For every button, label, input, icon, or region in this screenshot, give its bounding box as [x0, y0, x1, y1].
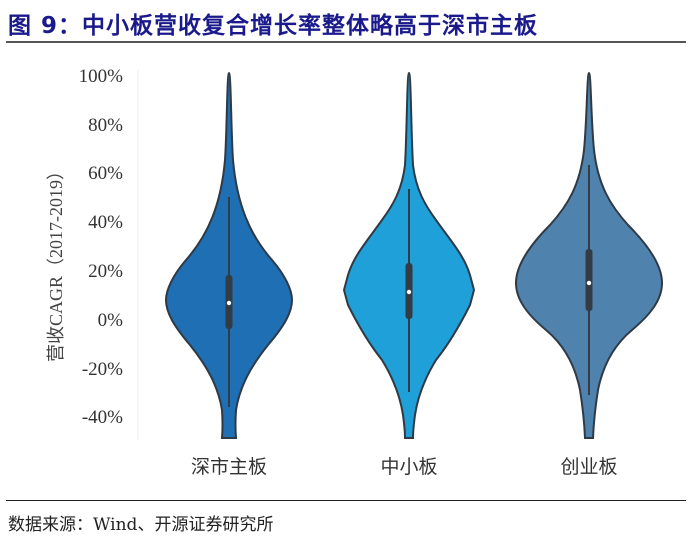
y-axis-label: 营收CAGR（2017-2019）: [46, 162, 66, 362]
y-tick: 60%: [88, 163, 123, 184]
y-tick: 20%: [88, 261, 123, 282]
violin-sme-board: [342, 71, 476, 439]
y-tick: -40%: [82, 407, 123, 428]
y-tick: 100%: [79, 66, 124, 87]
violin-shenshi-main-board: [164, 71, 294, 439]
source-note: 数据来源：Wind、开源证券研究所: [8, 515, 274, 535]
figure-title: 图 9：中小板营收复合增长率整体略高于深市主板: [8, 13, 539, 39]
y-tick-labels: 100% 80% 60% 40% 20% 0% -20% -40%: [79, 66, 124, 428]
y-tick: 0%: [98, 310, 124, 331]
y-tick: 80%: [88, 115, 123, 136]
x-tick: 深市主板: [191, 456, 267, 478]
x-tick: 中小板: [380, 456, 437, 478]
y-tick: 40%: [88, 212, 123, 233]
violin-chart: 100% 80% 60% 40% 20% 0% -20% -40% 营收CAGR…: [46, 66, 664, 478]
x-tick-labels: 深市主板 中小板 创业板: [191, 456, 618, 478]
source-divider: [6, 500, 686, 501]
x-tick: 创业板: [560, 456, 617, 478]
title-divider: [6, 41, 686, 43]
y-tick: -20%: [82, 359, 123, 380]
violin-chinext: [514, 71, 664, 439]
